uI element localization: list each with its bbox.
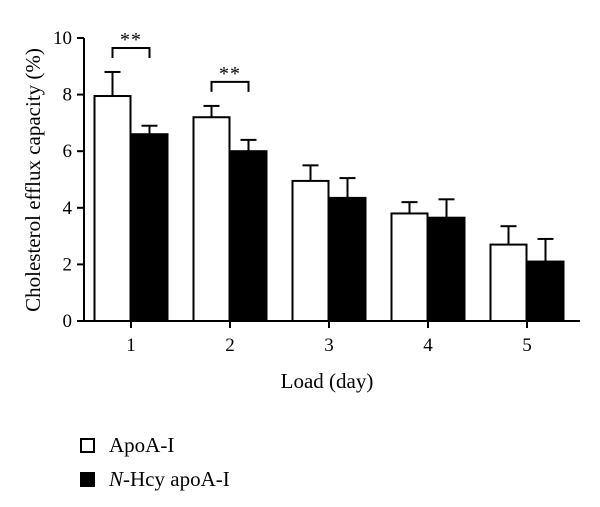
bar	[130, 133, 169, 322]
y-tick-label: 8	[63, 85, 73, 106]
legend-item-apoa1: ApoA-I	[80, 428, 230, 462]
bar	[93, 95, 132, 322]
legend-item-nhcy-apoa1: N-Hcy apoA-I	[80, 462, 230, 496]
y-tick-label: 0	[63, 311, 73, 332]
x-tick-label: 5	[522, 335, 532, 356]
bar	[526, 260, 565, 323]
significance-label: **	[219, 63, 241, 85]
legend-swatch-open	[80, 437, 95, 453]
legend-swatch-filled	[80, 471, 95, 487]
y-tick-label: 10	[53, 28, 72, 49]
legend-label-rest: -Hcy apoA-I	[123, 466, 230, 491]
bar	[489, 243, 528, 322]
y-tick-label: 2	[63, 254, 73, 275]
legend-label-italic-prefix: N	[109, 466, 124, 491]
bar	[390, 212, 429, 323]
bar	[291, 179, 330, 322]
y-tick-label: 6	[63, 141, 73, 162]
y-tick-label: 4	[63, 198, 73, 219]
bar	[427, 216, 466, 322]
bar	[229, 150, 268, 322]
bar	[328, 196, 367, 323]
bars	[93, 95, 565, 323]
legend: ApoA-I N-Hcy apoA-I	[80, 428, 230, 496]
x-tick-label: 2	[225, 335, 235, 356]
legend-label-nhcy-apoa1: N-Hcy apoA-I	[109, 467, 230, 492]
x-tick-label: 3	[324, 335, 334, 356]
error-bars	[104, 70, 554, 262]
significance-markers: ** **	[111, 29, 250, 92]
x-tick-label: 1	[126, 335, 136, 356]
bar	[192, 116, 231, 322]
x-tick-label: 4	[423, 335, 433, 356]
significance-bracket	[210, 80, 250, 92]
legend-label-apoa1: ApoA-I	[109, 432, 175, 457]
significance-bracket	[111, 46, 151, 58]
y-axis-title: Cholesterol efflux capacity (%)	[21, 48, 45, 312]
x-axis-title: Load (day)	[281, 369, 374, 393]
significance-label: **	[120, 29, 142, 51]
